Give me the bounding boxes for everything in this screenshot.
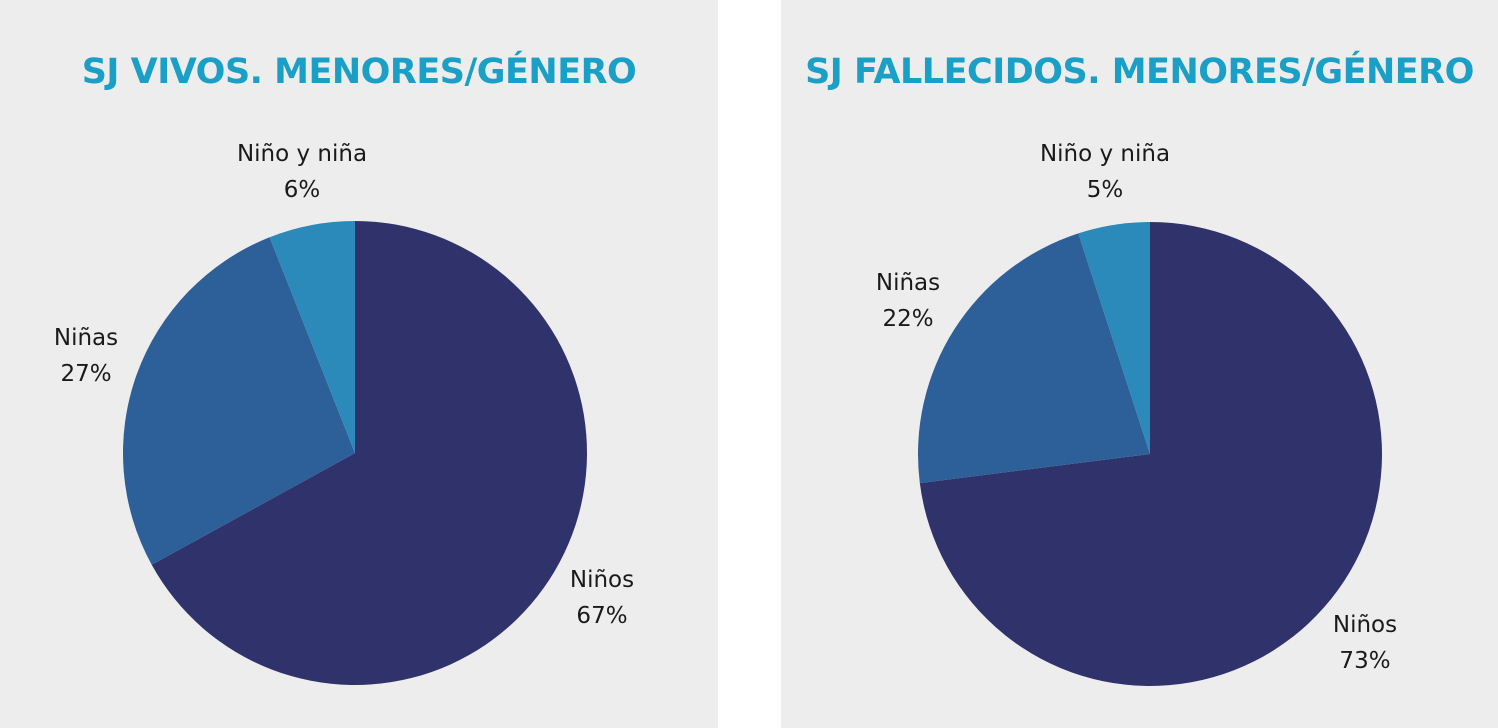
pie-slice-ninos [919, 222, 1383, 686]
slice-category-label: Niñas [875, 270, 941, 296]
slice-category-label: Niños [1332, 612, 1398, 638]
slice-label-ninos: Niños 73% [1333, 607, 1397, 679]
slice-label-ninos: Niños 67% [570, 562, 634, 634]
slice-value-label: 22% [882, 306, 934, 332]
slice-value-label: 73% [1339, 648, 1391, 674]
slice-value-label: 5% [1086, 177, 1124, 203]
pie-slice-ninos [151, 221, 588, 685]
slice-label-ninas: Niñas 22% [876, 265, 940, 337]
pie-chart [123, 221, 588, 685]
pie-slice-ninas [917, 233, 1150, 484]
chart-panel-fallecidos: SJ FALLECIDOS. MENORES/GÉNERO Niños 73% … [781, 0, 1498, 728]
pie-slice-ninas [123, 237, 355, 565]
pie-slice-nino-y-nina [269, 221, 355, 453]
slice-category-label: Niño y niña [236, 141, 368, 167]
slice-value-label: 6% [283, 177, 321, 203]
chart-title: SJ FALLECIDOS. MENORES/GÉNERO [805, 52, 1474, 92]
slice-category-label: Niños [569, 567, 635, 593]
slice-category-label: Niño y niña [1039, 141, 1171, 167]
pie-chart [917, 222, 1383, 686]
slice-label-ninas: Niñas 27% [54, 320, 118, 392]
slice-label-nino-y-nina: Niño y niña 5% [1040, 136, 1170, 208]
slice-label-nino-y-nina: Niño y niña 6% [237, 136, 367, 208]
chart-title: SJ VIVOS. MENORES/GÉNERO [81, 52, 637, 92]
slice-value-label: 67% [576, 603, 628, 629]
pie-slice-nino-y-nina [1078, 222, 1150, 454]
chart-panel-vivos: SJ VIVOS. MENORES/GÉNERO Niños 67% Niñas… [0, 0, 718, 728]
slice-category-label: Niñas [53, 325, 119, 351]
slice-value-label: 27% [60, 361, 112, 387]
